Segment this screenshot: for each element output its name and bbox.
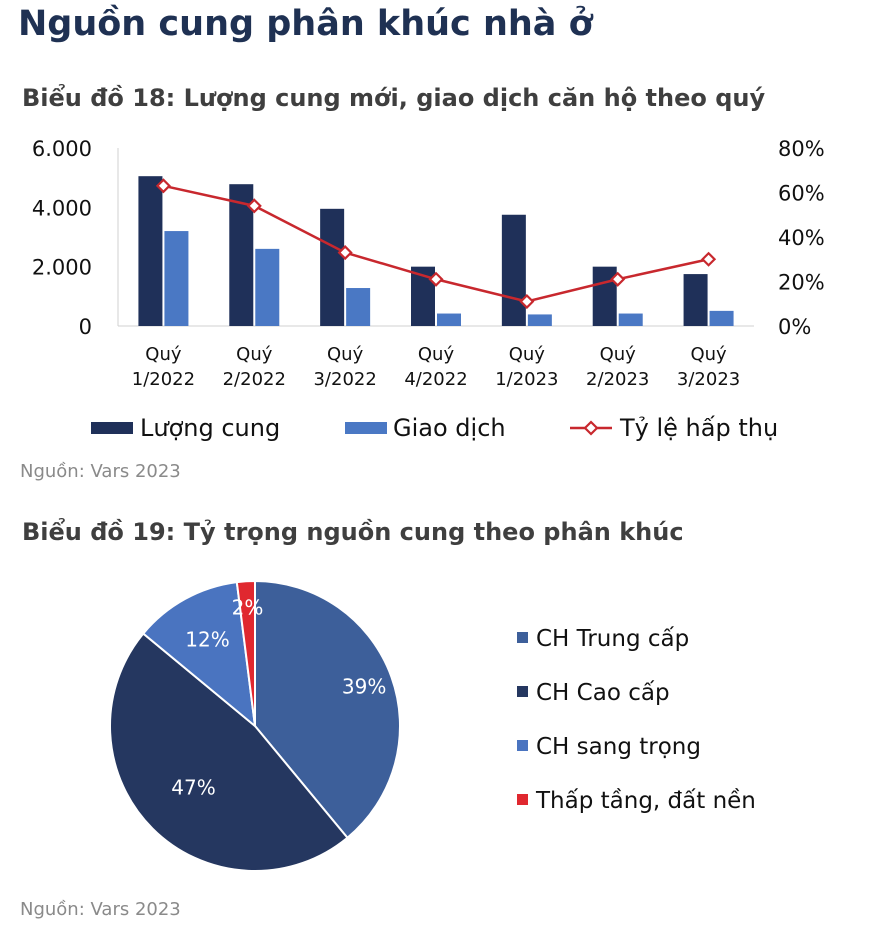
line-point-marker [701,251,717,267]
bar-giao-dich [164,231,189,326]
chart19-source: Nguồn: Vars 2023 [20,899,181,920]
bar-giao-dich [709,310,734,326]
legend-swatch-luong-cung [91,422,133,434]
line-point-marker [337,245,353,261]
bar-luong-cung [501,214,526,326]
pie-legend-swatch [517,740,528,751]
y-left-tick-label: 6.000 [32,137,92,161]
pie-data-label: 47% [171,776,215,800]
line-point-marker [519,293,535,310]
pie-legend-label: CH Cao cấp [536,680,670,706]
bar-luong-cung [592,266,617,326]
pie-data-label: 2% [232,595,264,619]
pie-legend-label: CH sang trọng [536,734,701,760]
line-point-marker [428,271,444,287]
pie-slice [254,579,401,840]
x-tick-label-line1: Quý [509,344,546,365]
x-tick-label-line2: 3/2022 [313,369,376,390]
pie-data-label: 39% [342,675,386,699]
line-point-marker [610,271,626,287]
line-point-marker [155,178,171,194]
x-tick-label-line1: Quý [690,344,727,365]
pie-slice [141,581,257,729]
y-right-tick-label: 40% [778,226,825,250]
bar-luong-cung [683,274,708,326]
bar-luong-cung [320,208,345,326]
y-right-tick-label: 20% [778,271,825,295]
x-tick-label-line2: 2/2023 [586,369,649,390]
bar-giao-dich [527,314,552,326]
chart18-title: Biểu đồ 18: Lượng cung mới, giao dịch că… [22,84,766,112]
legend-marker-ty-le-hap-thu [583,420,599,436]
pie-slice [235,579,256,727]
x-tick-label-line1: Quý [600,344,637,365]
pie-legend-swatch [517,794,528,805]
legend-label-luong-cung: Lượng cung [140,414,280,442]
y-right-tick-label: 0% [778,315,811,339]
x-tick-label-line2: 4/2022 [404,369,467,390]
bar-luong-cung [138,176,163,326]
legend-swatch-giao-dich [345,422,387,434]
page-title: Nguồn cung phân khúc nhà ở [18,4,593,44]
pie-legend-swatch [517,686,528,697]
pie-legend-label: CH Trung cấp [536,626,689,652]
y-left-tick-label: 4.000 [32,196,92,220]
pie-legend-label: Thấp tầng, đất nền [535,788,756,814]
chart19-title: Biểu đồ 19: Tỷ trọng nguồn cung theo phâ… [22,518,684,546]
y-right-tick-label: 80% [778,137,825,161]
pie-legend-swatch [517,632,528,643]
x-tick-label-line2: 3/2023 [677,369,740,390]
x-tick-label-line1: Quý [418,344,455,365]
x-tick-label-line2: 1/2022 [132,369,195,390]
x-tick-label-line2: 1/2023 [495,369,558,390]
pie-slice [109,632,349,872]
chart18-combo-chart: 0 2.000 4.000 6.000 0% 20% 40% 60% 80% Quý 1/2022 Q… [32,137,825,442]
bar-giao-dich [255,248,280,326]
x-tick-label-line2: 2/2022 [223,369,286,390]
x-tick-label-line1: Quý [145,344,182,365]
line-point-marker [246,198,262,214]
legend-label-ty-le-hap-thu: Tỷ lệ hấp thụ [619,414,778,442]
x-tick-label-line1: Quý [236,344,273,365]
bar-giao-dich [437,313,461,326]
legend-label-giao-dich: Giao dịch [393,414,506,442]
x-tick-label-line1: Quý [327,344,364,365]
bar-giao-dich [346,288,371,326]
y-right-tick-label: 60% [778,182,825,206]
y-left-tick-label: 2.000 [32,256,92,280]
y-left-tick-label: 0 [79,315,92,339]
bar-giao-dich [618,313,643,326]
chart18-source: Nguồn: Vars 2023 [20,461,181,482]
pie-data-label: 12% [185,628,229,652]
